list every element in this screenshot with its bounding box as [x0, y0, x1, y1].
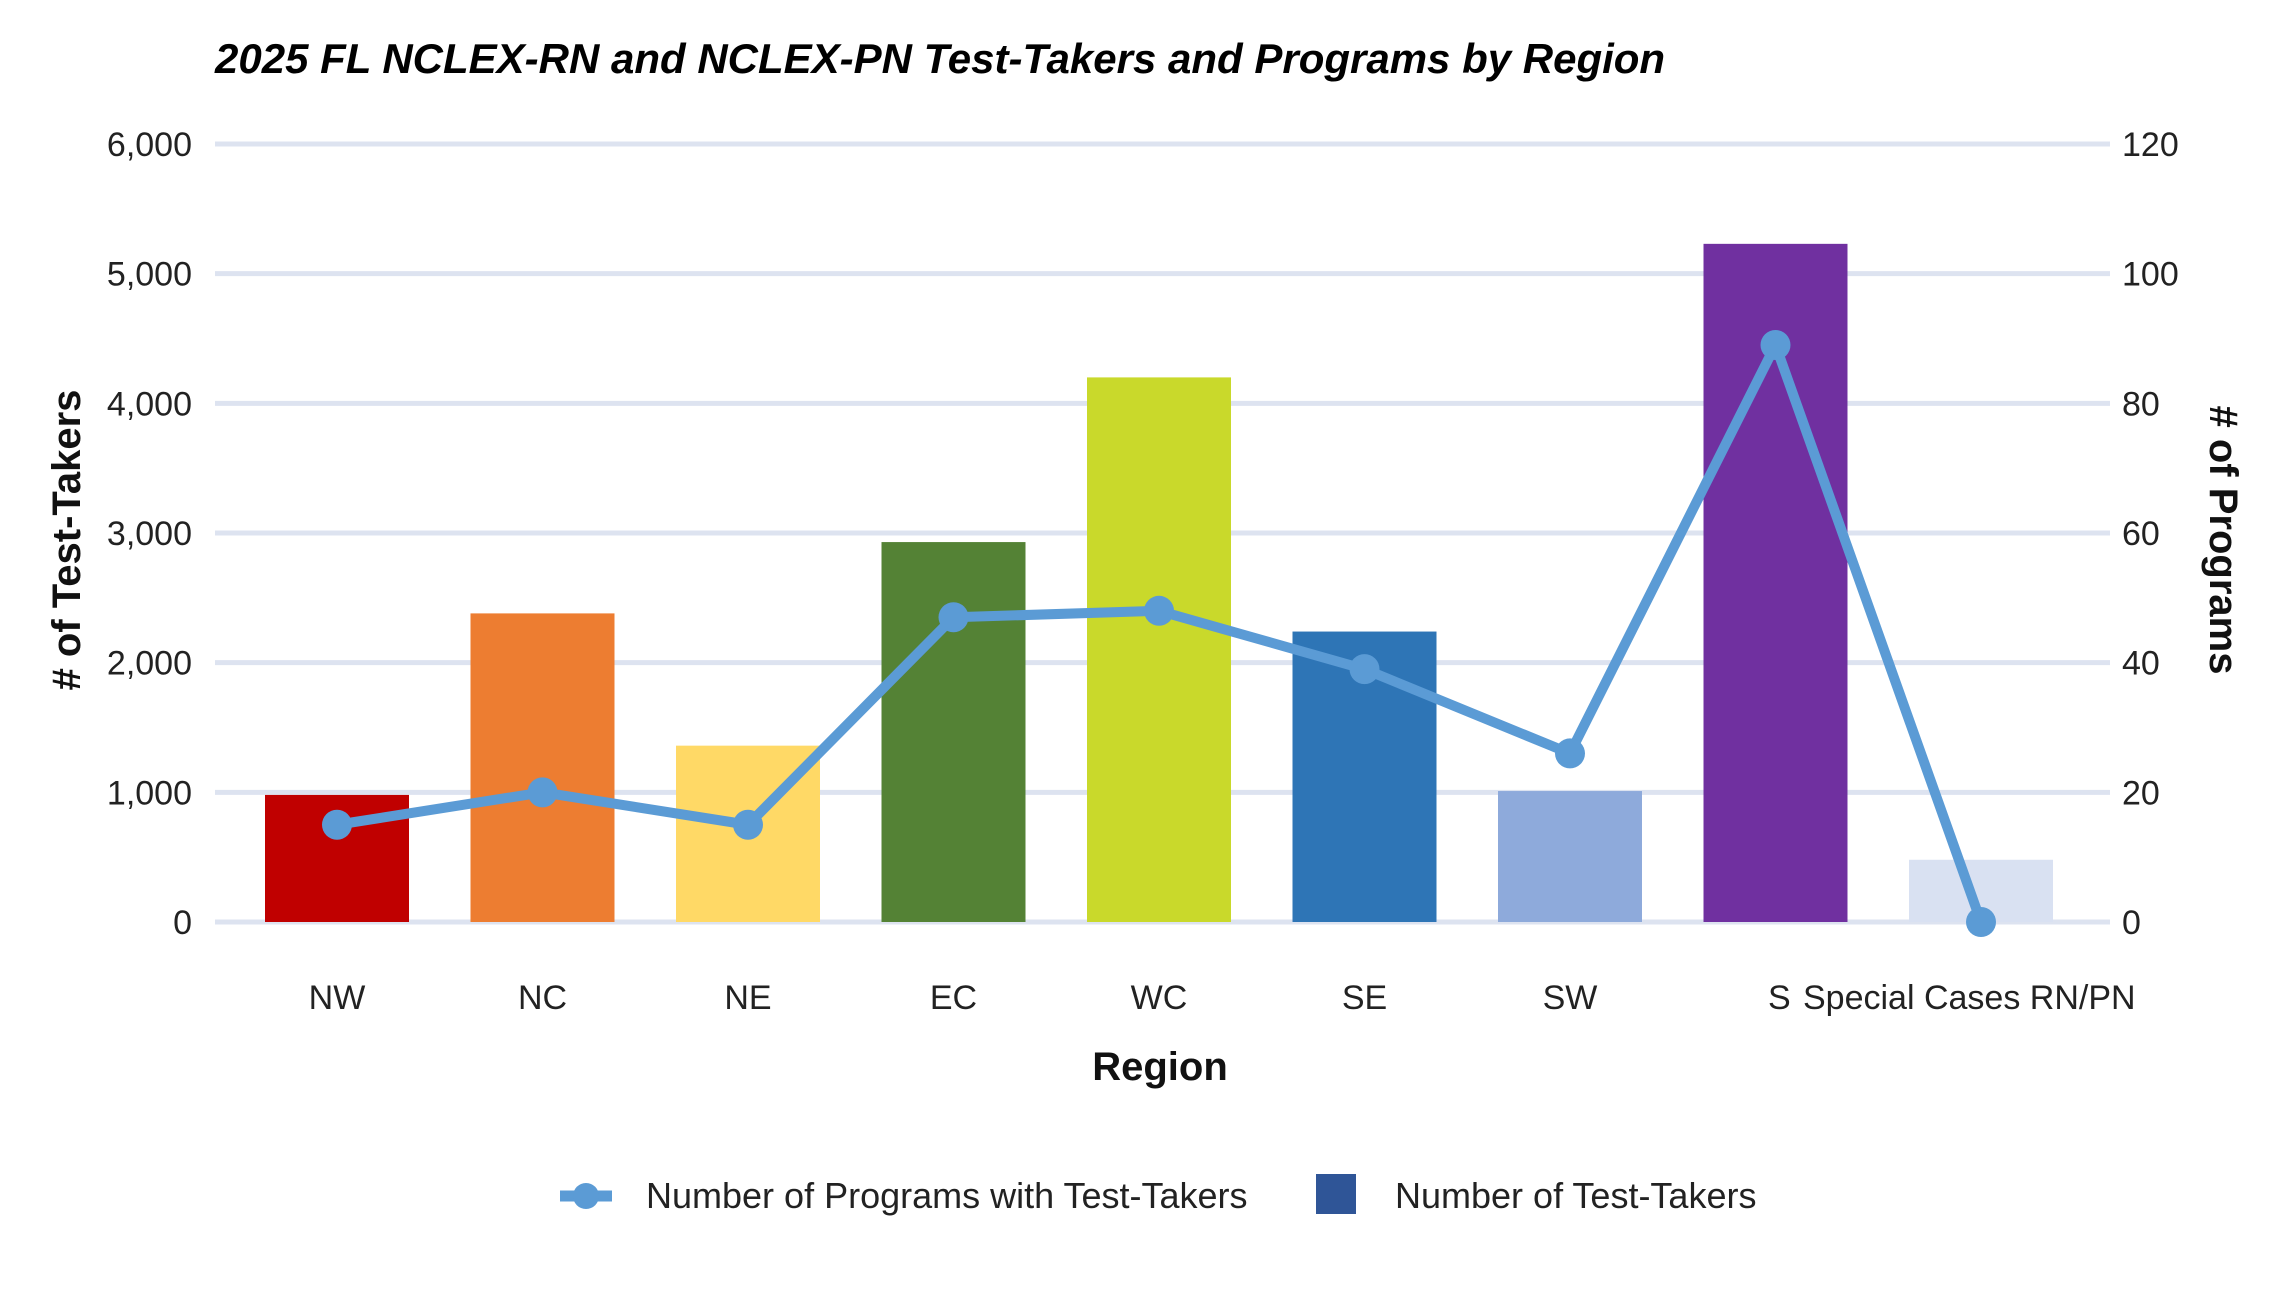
programs-point — [938, 602, 969, 633]
bar-sw — [1498, 791, 1642, 922]
programs-point — [1760, 329, 1791, 360]
right-axis-ticks: 0 20 40 60 80 100 120 — [2122, 126, 2179, 942]
category-label: SW — [1543, 979, 1598, 1017]
y-tick-label: 2,000 — [107, 645, 192, 683]
legend-bar-swatch — [1316, 1174, 1356, 1214]
y-tick-label: 1,000 — [107, 774, 192, 812]
y2-tick-label: 40 — [2122, 645, 2160, 683]
legend-test-takers-label: Number of Test-Takers — [1395, 1175, 1756, 1216]
category-label: WC — [1131, 979, 1188, 1017]
programs-point — [1144, 595, 1174, 626]
legend-line-marker — [573, 1183, 599, 1209]
category-label: Special Cases RN/PN — [1803, 979, 2136, 1017]
category-label: NW — [309, 979, 366, 1017]
category-label: NC — [518, 979, 567, 1017]
chart-title: 2025 FL NCLEX-RN and NCLEX-PN Test-Taker… — [214, 35, 1665, 82]
y2-tick-label: 80 — [2122, 385, 2160, 423]
bar-wc — [1087, 377, 1231, 922]
programs-line-series — [322, 329, 1996, 937]
category-label: SE — [1342, 979, 1387, 1017]
y-tick-label: 3,000 — [107, 515, 192, 553]
programs-point — [733, 809, 763, 840]
bar-ec — [881, 542, 1026, 922]
x-axis-title: Region — [1092, 1045, 1228, 1089]
left-axis-ticks: 0 1,000 2,000 3,000 4,000 5,000 6,000 — [107, 126, 192, 942]
y2-tick-label: 60 — [2122, 515, 2160, 553]
bar-nc — [470, 613, 615, 922]
programs-point — [322, 809, 352, 840]
y-tick-label: 5,000 — [107, 256, 192, 294]
y-tick-label: 0 — [173, 904, 192, 942]
programs-point — [1555, 738, 1585, 769]
y-axis-title: # of Test-Takers — [45, 390, 89, 691]
legend-programs-label: Number of Programs with Test-Takers — [646, 1175, 1248, 1216]
y-tick-label: 6,000 — [107, 126, 192, 164]
category-label: S — [1768, 979, 1791, 1017]
y2-axis-title: # of Programs — [2201, 406, 2245, 675]
programs-point — [1349, 654, 1380, 685]
bars — [265, 243, 2053, 923]
y2-tick-label: 100 — [2122, 256, 2179, 294]
y2-tick-label: 120 — [2122, 126, 2179, 164]
category-labels: NW NC NE EC WC SE SW S Special Cases RN/PN — [309, 979, 2136, 1017]
legend: Number of Programs with Test-Takers Numb… — [560, 1174, 1756, 1216]
programs-point — [527, 777, 558, 808]
category-label: NE — [724, 979, 771, 1017]
y2-tick-label: 20 — [2122, 774, 2160, 812]
category-label: EC — [930, 979, 977, 1017]
y2-tick-label: 0 — [2122, 904, 2141, 942]
y-tick-label: 4,000 — [107, 385, 192, 423]
programs-point — [1966, 907, 1996, 937]
